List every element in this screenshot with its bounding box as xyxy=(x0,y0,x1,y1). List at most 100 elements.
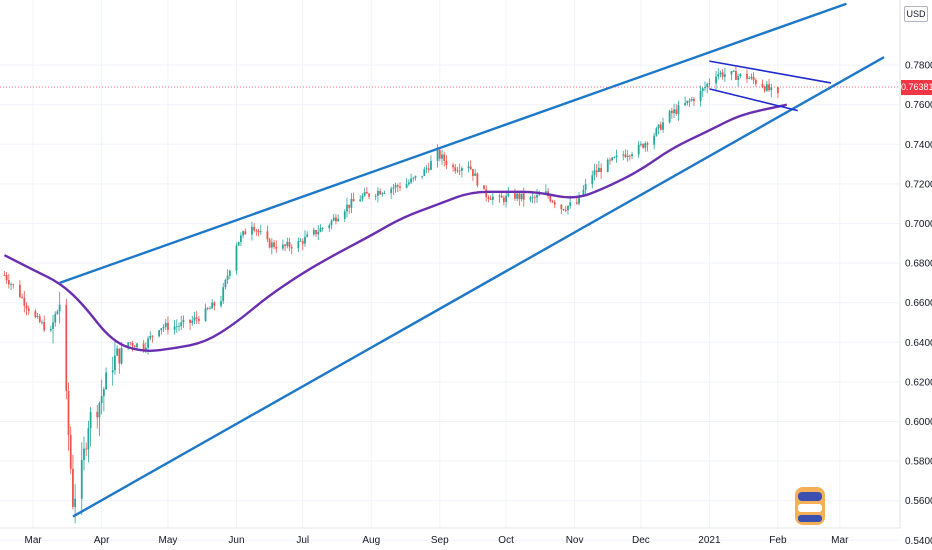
candle-body xyxy=(343,211,346,219)
candle-body xyxy=(564,209,567,211)
candle-body xyxy=(609,159,611,161)
candle-body xyxy=(438,150,441,159)
candle-body xyxy=(27,308,30,312)
candle-body xyxy=(628,155,631,157)
candle-body xyxy=(237,241,240,246)
candle-body xyxy=(56,311,59,314)
candle-body xyxy=(578,195,580,204)
candle-body xyxy=(761,83,764,88)
candle-body xyxy=(319,228,322,232)
candle-body xyxy=(337,218,340,222)
candle-body xyxy=(768,84,770,91)
price-tick-label: 0.76000 xyxy=(905,100,932,111)
time-tick-label: 2021 xyxy=(698,535,721,546)
candle-body xyxy=(228,270,231,276)
price-tick-label: 0.68000 xyxy=(905,259,932,270)
candle-body xyxy=(706,83,709,88)
candle-body xyxy=(10,284,12,286)
candle-body xyxy=(72,468,74,507)
price-tick-label: 0.58000 xyxy=(905,457,932,468)
candle-body xyxy=(405,184,408,188)
candle-body xyxy=(460,168,463,171)
candle-body xyxy=(569,202,572,206)
candle-body xyxy=(472,169,474,176)
candle-body xyxy=(198,318,200,321)
candle-body xyxy=(732,71,735,72)
candle-body xyxy=(414,175,417,178)
candle-body xyxy=(721,72,724,77)
candle-body xyxy=(251,226,253,235)
candle-body xyxy=(191,320,194,324)
candle-body xyxy=(348,204,351,208)
candle-body xyxy=(624,154,627,157)
time-axis[interactable]: Mar Apr May Jun Jul Aug Sep Oct Nov Dec 2021 Feb Mar xyxy=(0,527,900,546)
candle-body xyxy=(659,124,662,130)
candle-body xyxy=(399,186,401,188)
candle-body xyxy=(553,202,556,205)
price-tick-label: 0.60000 xyxy=(905,417,932,428)
candle-body xyxy=(224,279,227,288)
candle-body xyxy=(244,231,247,235)
wedge-trendline[interactable] xyxy=(709,60,832,84)
candle-body xyxy=(502,197,505,202)
candle-body xyxy=(467,166,470,169)
candle-body xyxy=(507,193,510,196)
candle-body xyxy=(328,225,331,229)
candle-body xyxy=(668,110,671,123)
candle-body xyxy=(533,197,536,198)
candle-body xyxy=(487,197,490,199)
candle-body xyxy=(52,322,54,329)
price-tick-label: 0.62000 xyxy=(905,377,932,388)
candle-body xyxy=(390,188,393,194)
candlestick-series xyxy=(3,65,779,524)
candle-body xyxy=(746,73,748,79)
candle-body xyxy=(36,316,39,318)
currency-label[interactable]: USD xyxy=(904,6,928,22)
candle-body xyxy=(595,170,598,173)
candle-body xyxy=(275,246,278,249)
candle-body xyxy=(719,72,722,75)
channel-trendline[interactable] xyxy=(72,56,885,518)
candle-body xyxy=(754,79,757,84)
candle-body xyxy=(730,71,733,75)
candle-body xyxy=(690,98,693,101)
candle-body xyxy=(770,87,773,91)
price-tick-label: 0.70000 xyxy=(905,219,932,230)
candle-body xyxy=(149,335,152,339)
candle-body xyxy=(717,74,720,77)
candle-body xyxy=(268,239,271,248)
candle-body xyxy=(737,76,740,80)
candle-body xyxy=(270,242,273,248)
candle-body xyxy=(281,244,284,249)
candle-body xyxy=(606,159,609,172)
candle-body xyxy=(723,74,726,77)
candle-body xyxy=(777,87,779,94)
price-axis[interactable]: 0.78000 0.76000 0.74000 0.72000 0.70000 0.680… xyxy=(905,61,932,547)
time-tick-label: Mar xyxy=(25,535,43,546)
candle-body xyxy=(25,305,28,309)
candle-body xyxy=(96,411,99,418)
candle-body xyxy=(522,193,525,200)
candle-body xyxy=(423,169,426,176)
candle-body xyxy=(226,275,229,280)
candle-body xyxy=(3,274,6,276)
candle-body xyxy=(102,389,105,397)
candle-body xyxy=(374,195,377,197)
candle-body xyxy=(332,217,335,221)
candle-body xyxy=(452,165,454,168)
candle-body xyxy=(377,190,379,196)
candle-body xyxy=(567,205,569,211)
candle-body xyxy=(655,128,658,136)
channel-trendline[interactable] xyxy=(59,2,847,285)
candle-body xyxy=(301,240,304,244)
candle-body xyxy=(469,166,472,170)
trendline-group xyxy=(59,2,885,518)
candle-body xyxy=(445,160,448,166)
candle-body xyxy=(54,313,57,323)
candle-body xyxy=(58,304,61,312)
candle-body xyxy=(412,177,415,179)
wedge-trendline[interactable] xyxy=(709,88,799,112)
moving-average-line xyxy=(3,103,788,352)
candle-body xyxy=(317,231,320,235)
